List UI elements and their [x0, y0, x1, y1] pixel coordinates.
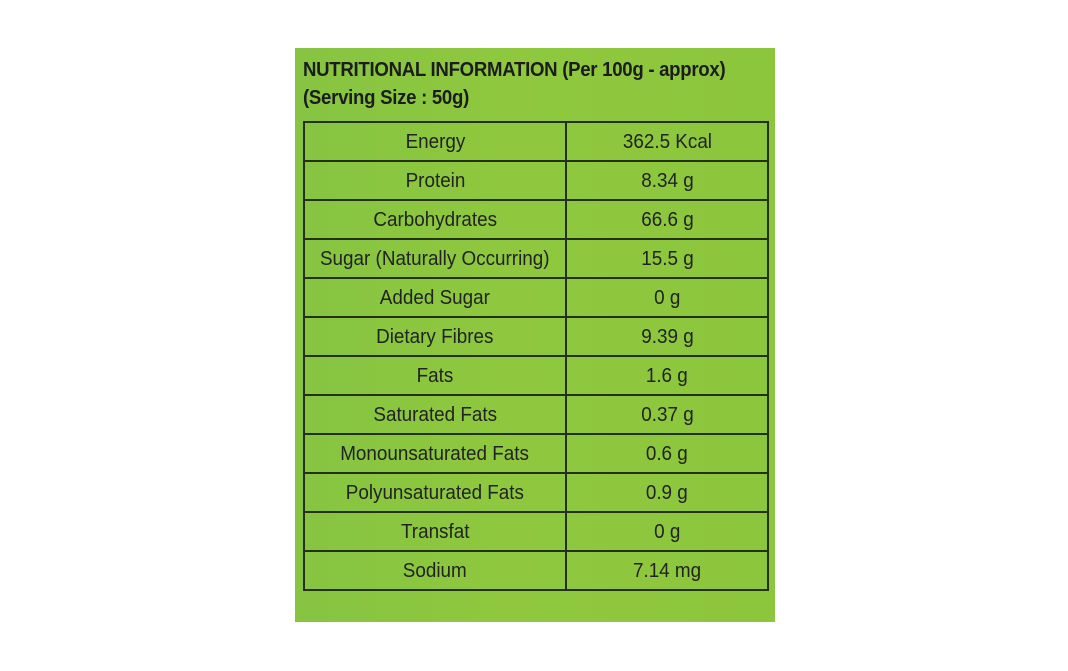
nutrient-name: Sodium	[403, 558, 467, 582]
table-row: Fats 1.6 g	[303, 355, 769, 396]
nutrient-name: Protein	[405, 168, 465, 192]
serving-size-line: (Serving Size : 50g)	[303, 87, 470, 109]
nutrient-name: Carbohydrates	[373, 207, 497, 231]
table-row: Added Sugar 0 g	[303, 277, 769, 318]
nutrient-name-cell: Protein	[303, 160, 567, 201]
nutrition-label-panel: NUTRITIONAL INFORMATION (Per 100g - appr…	[295, 48, 775, 622]
nutrient-value-cell: 66.6 g	[565, 199, 769, 240]
nutrient-name-cell: Fats	[303, 355, 567, 396]
nutrient-name-cell: Polyunsaturated Fats	[303, 472, 567, 513]
nutrient-name-cell: Carbohydrates	[303, 199, 567, 240]
nutrient-value-cell: 0.9 g	[565, 472, 769, 513]
nutrient-value: 9.39 g	[640, 324, 694, 348]
nutrient-value-cell: 9.39 g	[565, 316, 769, 357]
nutrient-value: 0.9 g	[646, 480, 688, 504]
table-row: Transfat 0 g	[303, 511, 769, 552]
table-row: Protein 8.34 g	[303, 160, 769, 201]
nutrient-name: Monounsaturated Fats	[340, 441, 530, 465]
nutrient-name: Energy	[405, 129, 465, 153]
nutrient-name: Saturated Fats	[373, 402, 497, 426]
nutrient-name-cell: Monounsaturated Fats	[303, 433, 567, 474]
nutrient-name: Added Sugar	[379, 285, 491, 309]
nutrient-name-cell: Saturated Fats	[303, 394, 567, 435]
nutrient-value-cell: 0.6 g	[565, 433, 769, 474]
nutrient-value-cell: 0 g	[565, 511, 769, 552]
nutrient-value-cell: 362.5 Kcal	[565, 121, 769, 162]
nutrient-value: 66.6 g	[640, 207, 694, 231]
nutrient-name: Polyunsaturated Fats	[345, 480, 525, 504]
nutrient-name-cell: Added Sugar	[303, 277, 567, 318]
table-row: Energy 362.5 Kcal	[303, 121, 769, 162]
table-row: Sodium 7.14 mg	[303, 550, 769, 591]
nutrient-name-cell: Dietary Fibres	[303, 316, 567, 357]
table-row: Sugar (Naturally Occurring) 15.5 g	[303, 238, 769, 279]
nutrient-value: 8.34 g	[640, 168, 694, 192]
nutrient-value: 0.37 g	[640, 402, 694, 426]
nutrient-value: 1.6 g	[646, 363, 688, 387]
nutrient-name: Dietary Fibres	[376, 324, 494, 348]
nutrient-name: Sugar (Naturally Occurring)	[320, 246, 550, 270]
nutrition-title: NUTRITIONAL INFORMATION (Per 100g - appr…	[303, 59, 726, 81]
table-row: Carbohydrates 66.6 g	[303, 199, 769, 240]
nutrient-value-cell: 7.14 mg	[565, 550, 769, 591]
nutrient-name: Transfat	[400, 519, 470, 543]
table-row: Dietary Fibres 9.39 g	[303, 316, 769, 357]
nutrient-name: Fats	[416, 363, 454, 387]
nutrient-value: 362.5 Kcal	[622, 129, 712, 153]
nutrient-value: 0 g	[653, 519, 681, 543]
nutrient-value: 7.14 mg	[632, 558, 702, 582]
table-row: Monounsaturated Fats 0.6 g	[303, 433, 769, 474]
nutrient-name-cell: Energy	[303, 121, 567, 162]
nutrient-value-cell: 0 g	[565, 277, 769, 318]
nutrient-value-cell: 1.6 g	[565, 355, 769, 396]
nutrient-name-cell: Transfat	[303, 511, 567, 552]
nutrient-value-cell: 8.34 g	[565, 160, 769, 201]
nutrient-value: 0 g	[653, 285, 681, 309]
nutrition-table: Energy 362.5 Kcal Protein 8.34 g Carbohy…	[303, 121, 769, 591]
nutrient-value: 15.5 g	[640, 246, 694, 270]
nutrient-value: 0.6 g	[646, 441, 688, 465]
nutrient-value-cell: 0.37 g	[565, 394, 769, 435]
table-row: Polyunsaturated Fats 0.9 g	[303, 472, 769, 513]
table-row: Saturated Fats 0.37 g	[303, 394, 769, 435]
nutrient-value-cell: 15.5 g	[565, 238, 769, 279]
nutrient-name-cell: Sugar (Naturally Occurring)	[303, 238, 567, 279]
nutrient-name-cell: Sodium	[303, 550, 567, 591]
nutrition-heading: NUTRITIONAL INFORMATION (Per 100g - appr…	[303, 56, 736, 112]
